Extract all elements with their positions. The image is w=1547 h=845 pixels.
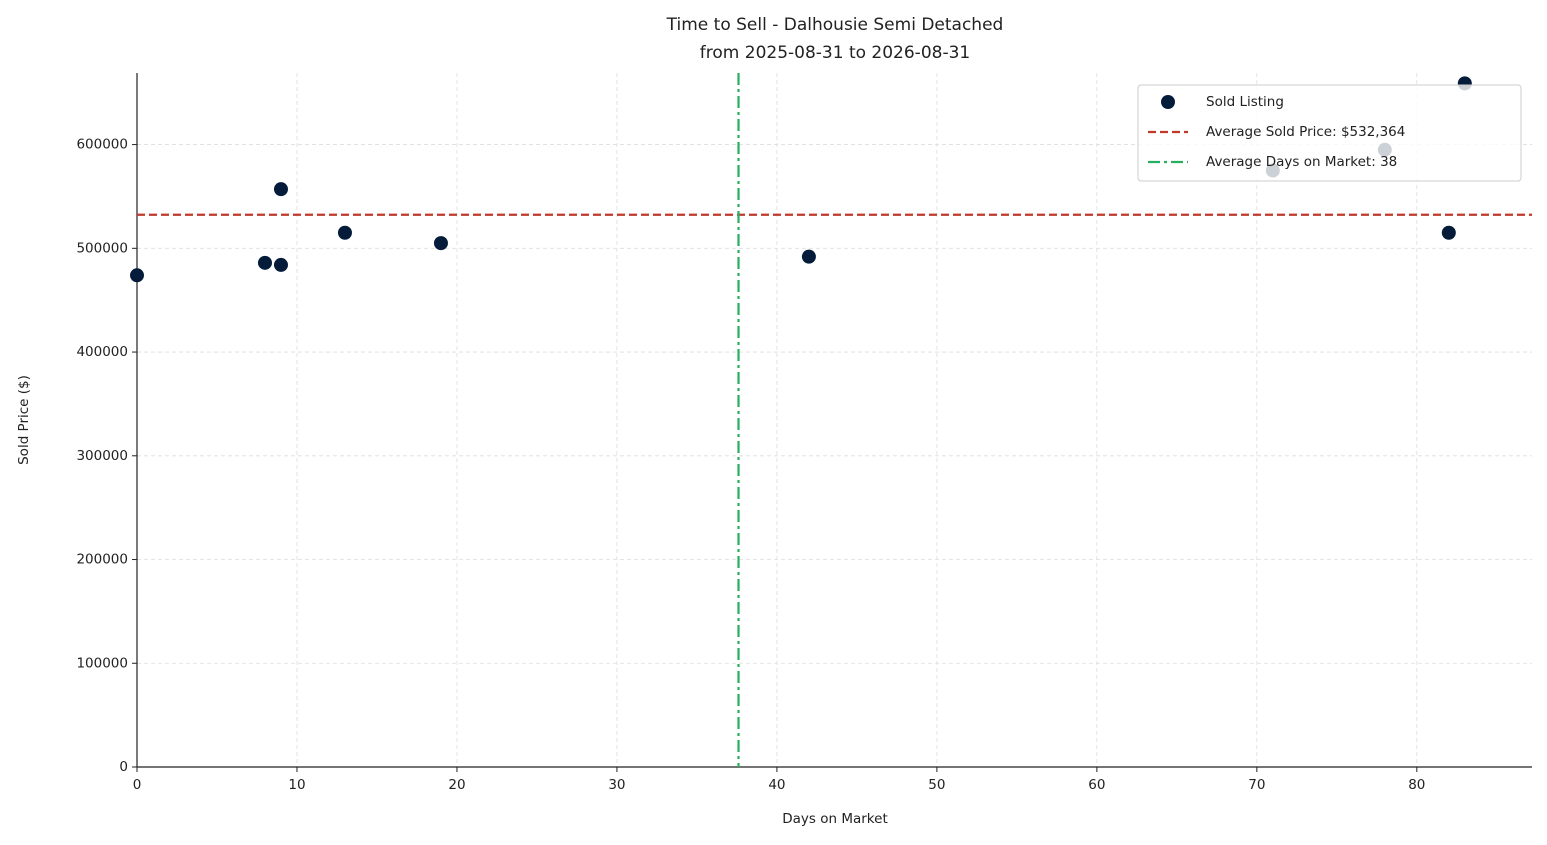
legend-marker [1161,95,1175,109]
legend-label: Average Days on Market: 38 [1206,154,1397,170]
point [337,225,352,240]
legend-label: Sold Listing [1206,94,1284,110]
y-tick-label: 500000 [76,240,128,256]
chart-title: Time to Sell - Dalhousie Semi Detached [666,15,1004,35]
x-tick-label: 20 [448,777,465,793]
y-axis-label: Sold Price ($) [16,375,32,465]
x-tick-label: 50 [928,777,945,793]
y-tick-label: 400000 [76,344,128,360]
point [1441,225,1456,240]
point [433,236,448,251]
legend [1137,84,1522,182]
y-tick-label: 0 [119,759,128,775]
y-tick-label: 100000 [76,655,128,671]
x-tick-label: 80 [1408,777,1425,793]
y-tick-label: 600000 [76,137,128,153]
point [130,268,144,283]
legend-label: Average Sold Price: $532,364 [1206,124,1405,140]
point [801,249,816,264]
x-tick-label: 60 [1088,777,1105,793]
point [273,182,288,197]
chart-subtitle: from 2025-08-31 to 2026-08-31 [700,43,970,63]
point [273,257,288,272]
x-tick-label: 10 [288,777,305,793]
y-tick-label: 200000 [76,552,128,568]
x-axis-label: Days on Market [782,811,888,827]
x-tick-label: 0 [133,777,142,793]
y-tick-label: 300000 [76,448,128,464]
x-tick-label: 40 [768,777,785,793]
x-tick-label: 30 [608,777,625,793]
x-tick-label: 70 [1248,777,1265,793]
point [257,255,272,270]
